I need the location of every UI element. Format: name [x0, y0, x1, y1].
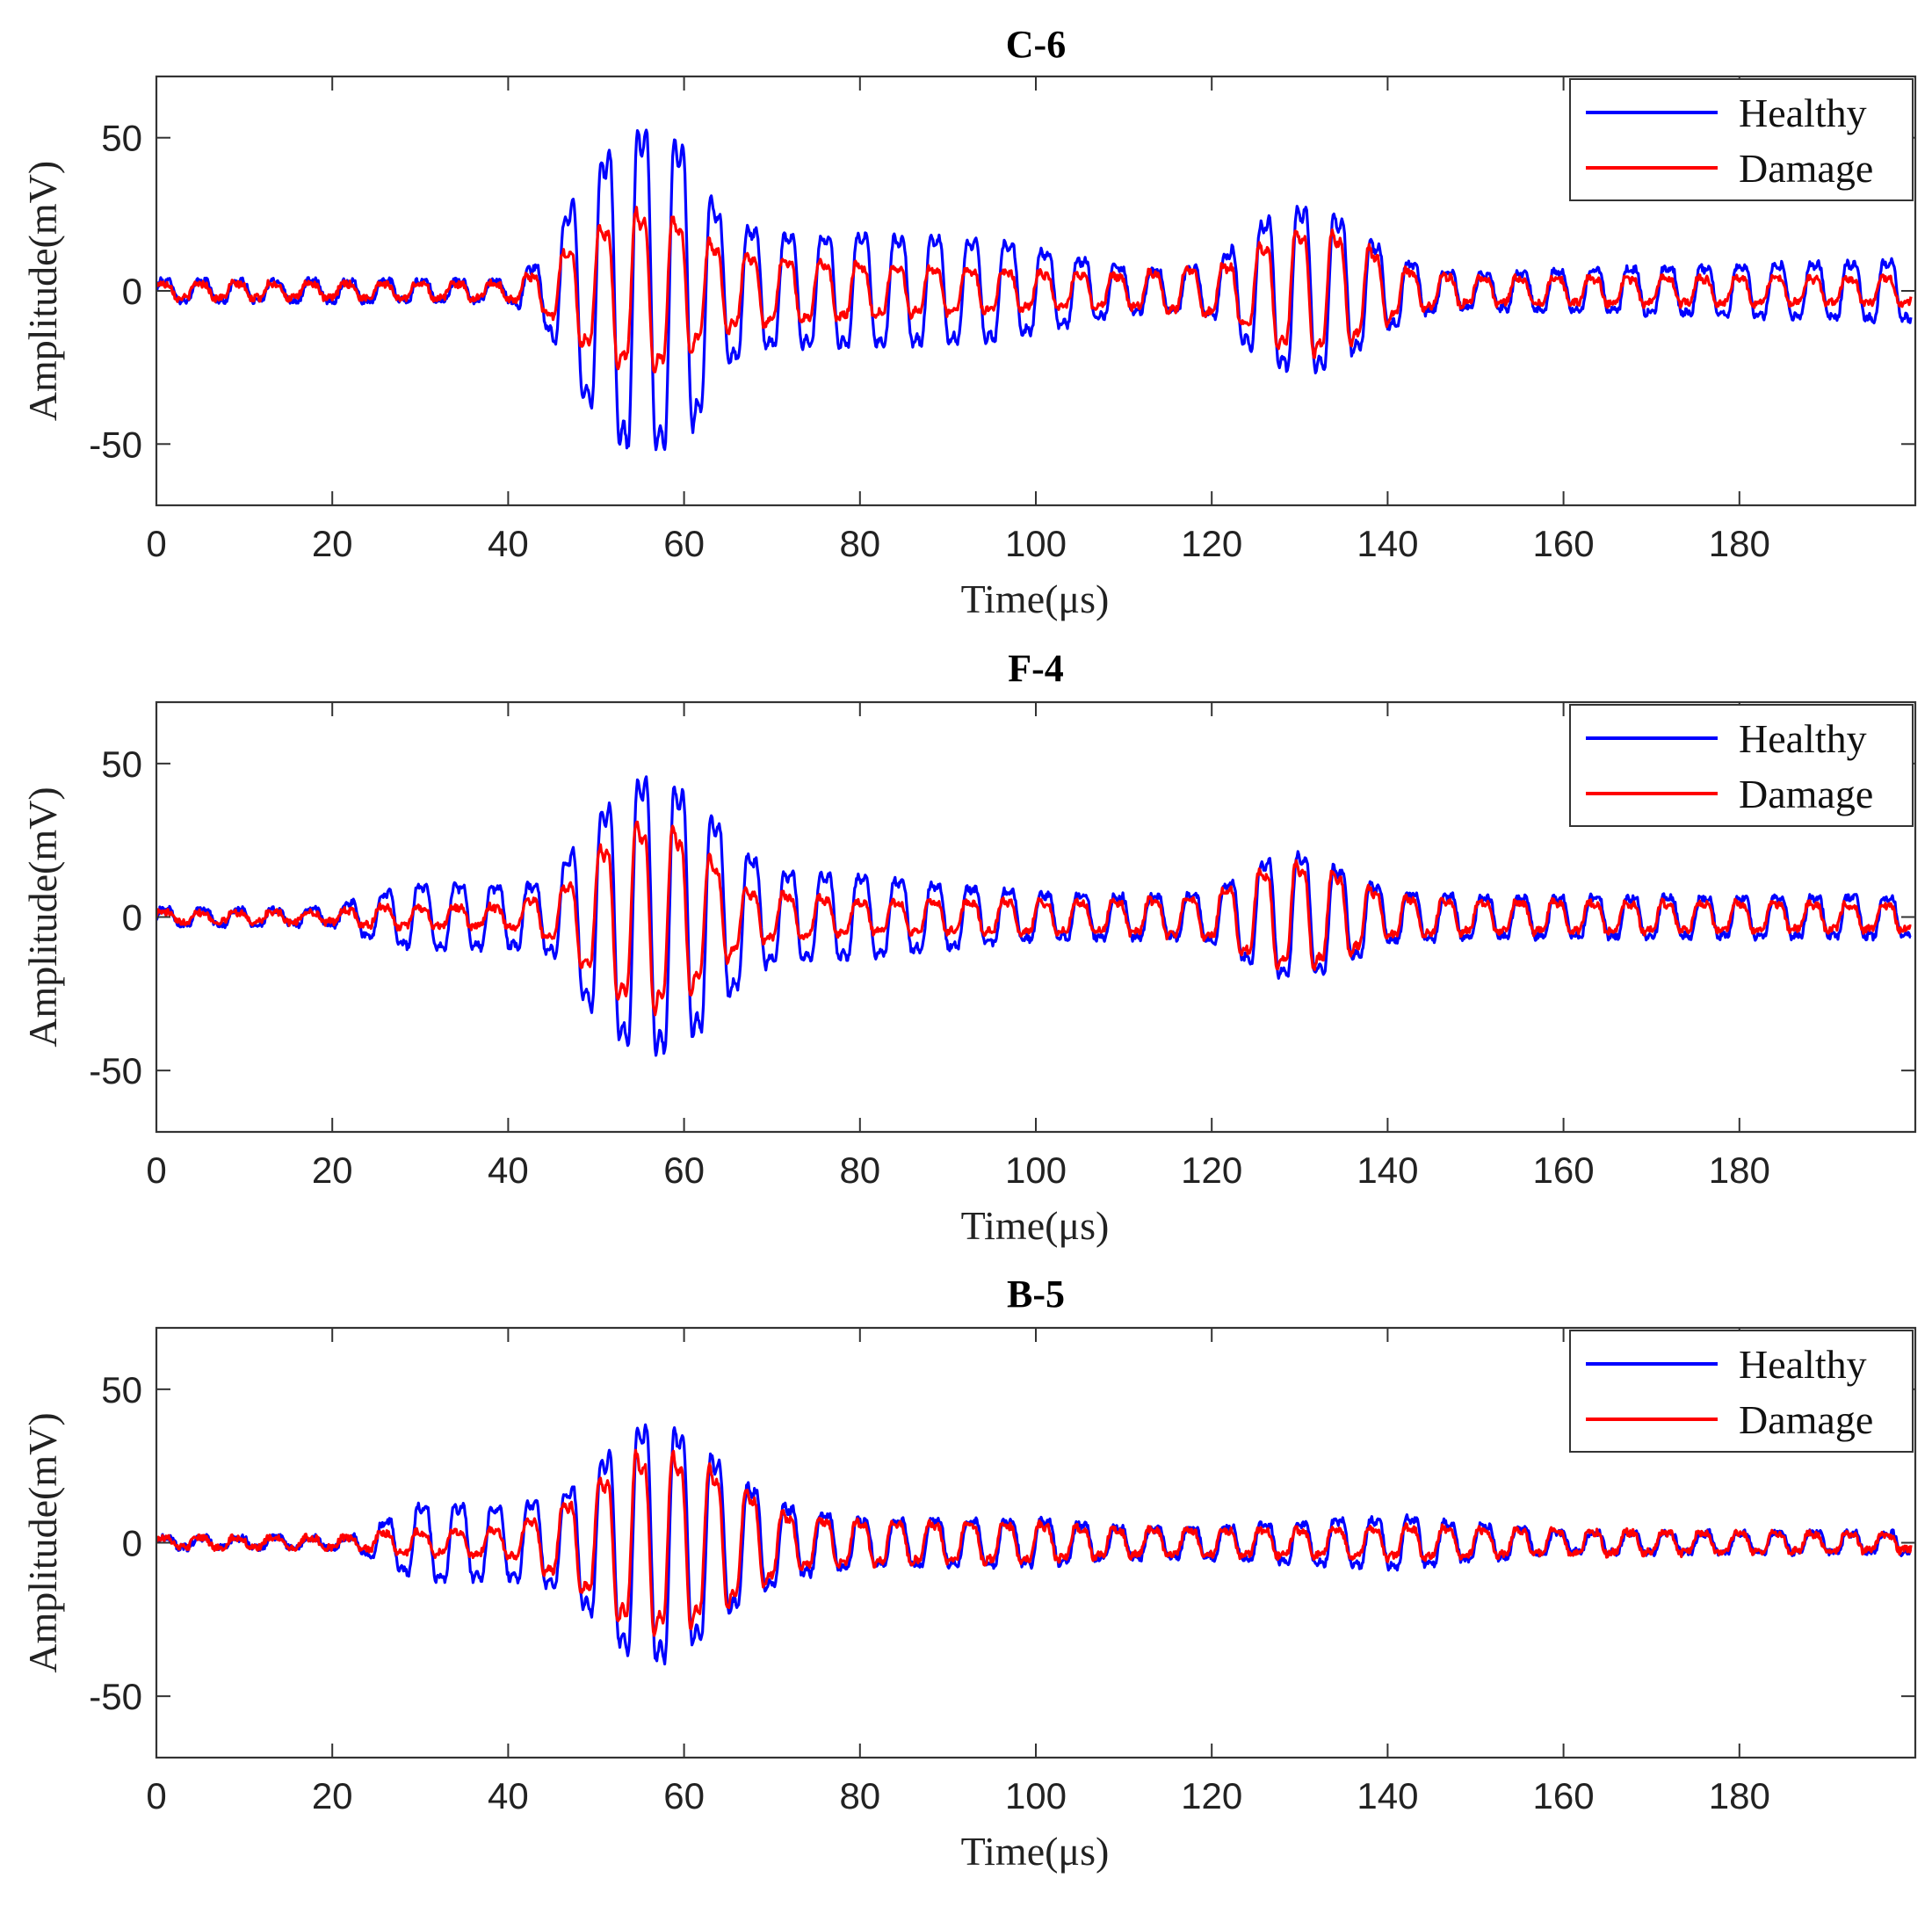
- y-tick-label: 0: [122, 897, 142, 939]
- legend-label-damage: Damage: [1739, 1397, 1873, 1442]
- x-axis-label: Time(μs): [961, 1203, 1110, 1248]
- plot-area: [156, 1423, 1913, 1666]
- chart-title: B-5: [1007, 1273, 1065, 1316]
- chart-panel-1: C-6 0 20 40 60 80 100 120 140 160 180 50 0 -50 Time(μs…: [20, 23, 1917, 621]
- y-tick-label: 0: [122, 271, 142, 312]
- plot-area: [156, 128, 1913, 452]
- x-tick-label: 120: [1181, 1149, 1242, 1191]
- x-tick-label: 140: [1357, 523, 1418, 564]
- y-tick-label: -50: [89, 1050, 142, 1091]
- series-line-damage: [156, 206, 1913, 373]
- x-axis-label: Time(μs): [961, 576, 1110, 621]
- y-tick-label: -50: [89, 1676, 142, 1717]
- x-tick-label: 180: [1709, 523, 1770, 564]
- series-line-healthy: [156, 775, 1912, 1057]
- chart-title: F-4: [1008, 647, 1064, 690]
- x-tick-label: 140: [1357, 1775, 1418, 1816]
- x-tick-label: 160: [1533, 1775, 1595, 1816]
- plot-area: [156, 775, 1912, 1057]
- x-tick-label: 60: [663, 1149, 705, 1191]
- legend-label-healthy: Healthy: [1739, 716, 1867, 761]
- x-tick-label: 100: [1005, 523, 1067, 564]
- x-tick-label: 40: [488, 1775, 529, 1816]
- legend-box: [1569, 1330, 1914, 1453]
- legend: Healthy Damage: [1569, 1330, 1914, 1453]
- x-tick-label: 40: [488, 523, 529, 564]
- y-tick-label: 50: [101, 118, 142, 159]
- legend-label-damage: Damage: [1739, 772, 1873, 816]
- y-tick-label: 0: [122, 1523, 142, 1564]
- y-axis-label: Amplitude(mV): [20, 161, 65, 421]
- x-tick-label: 0: [146, 1149, 166, 1191]
- y-tick-label: 50: [101, 1369, 142, 1410]
- x-tick-label: 80: [839, 1775, 880, 1816]
- y-axis-label: Amplitude(mV): [20, 787, 65, 1047]
- x-tick-label: 100: [1005, 1775, 1067, 1816]
- legend-box: [1569, 704, 1914, 827]
- x-tick-label: 20: [312, 1149, 353, 1191]
- y-axis-label: Amplitude(mV): [20, 1412, 65, 1672]
- x-tick-label: 40: [488, 1149, 529, 1191]
- x-tick-label: 120: [1181, 1775, 1242, 1816]
- series-line-damage: [156, 820, 1912, 1017]
- x-tick-label: 20: [312, 523, 353, 564]
- x-tick-label: 60: [663, 523, 705, 564]
- chart-panel-2: F-4 0 20 40 60 80 100 120 140 160 180 50 0 -50 Time(μs…: [20, 647, 1917, 1248]
- x-tick-label: 0: [146, 1775, 166, 1816]
- legend: Healthy Damage: [1569, 704, 1914, 827]
- x-tick-label: 160: [1533, 523, 1595, 564]
- x-tick-label: 0: [146, 523, 166, 564]
- y-tick-label: -50: [89, 424, 142, 465]
- x-tick-label: 120: [1181, 523, 1242, 564]
- x-tick-label: 180: [1709, 1149, 1770, 1191]
- legend-label-healthy: Healthy: [1739, 1342, 1867, 1387]
- legend: Healthy Damage: [1569, 78, 1914, 201]
- legend-label-damage: Damage: [1739, 146, 1873, 191]
- x-tick-label: 80: [839, 1149, 880, 1191]
- legend-label-healthy: Healthy: [1739, 91, 1867, 135]
- x-tick-label: 160: [1533, 1149, 1595, 1191]
- y-tick-label: 50: [101, 743, 142, 785]
- series-line-healthy: [156, 128, 1913, 452]
- x-tick-label: 60: [663, 1775, 705, 1816]
- series-line-damage: [156, 1448, 1913, 1637]
- x-tick-label: 20: [312, 1775, 353, 1816]
- x-tick-label: 80: [839, 523, 880, 564]
- x-tick-label: 140: [1357, 1149, 1418, 1191]
- x-axis-label: Time(μs): [961, 1829, 1110, 1874]
- x-tick-label: 180: [1709, 1775, 1770, 1816]
- x-tick-label: 100: [1005, 1149, 1067, 1191]
- legend-box: [1569, 78, 1914, 201]
- chart-title: C-6: [1006, 23, 1066, 66]
- chart-panel-3: B-5 0 20 40 60 80 100 120 140 160 180 50 0 -50 Time(μs…: [20, 1273, 1917, 1874]
